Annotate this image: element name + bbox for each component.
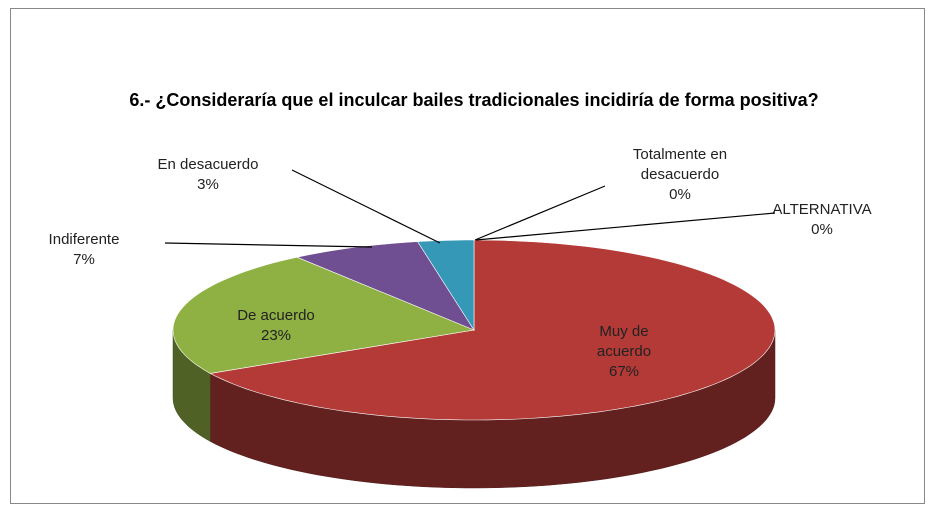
- slice: [417, 239, 475, 332]
- chart-frame: [10, 8, 925, 504]
- data-label: De acuerdo 23%: [237, 306, 315, 346]
- data-label-value: 3%: [197, 176, 219, 193]
- leader-line: [474, 185, 606, 241]
- leader-line: [291, 169, 441, 244]
- data-label: En desacuerdo 3%: [158, 155, 259, 195]
- data-label-name: Muy de acuerdo: [596, 323, 652, 360]
- data-label: Indiferente 7%: [49, 230, 120, 270]
- data-label-name: En desacuerdo: [157, 156, 259, 173]
- chart-title: 6.- ¿Consideraría que el inculcar bailes…: [129, 90, 819, 110]
- data-label-name: ALTERNATIVA: [772, 201, 872, 218]
- leader-line: [475, 212, 776, 241]
- data-label-value: 0%: [811, 221, 833, 238]
- data-label-name: Indiferente: [48, 231, 120, 248]
- data-label-name: Totalmente en desacuerdo: [632, 146, 728, 183]
- data-label-value: 67%: [608, 363, 640, 380]
- data-label-value: 23%: [260, 327, 292, 344]
- data-label-value: 7%: [73, 251, 95, 268]
- data-label-name: De acuerdo: [237, 307, 315, 324]
- leader-line: [164, 242, 373, 248]
- slice: [296, 241, 475, 331]
- data-label: Totalmente en desacuerdo 0%: [605, 145, 755, 205]
- slice: [209, 239, 776, 421]
- data-label: Muy de acuerdo 67%: [579, 322, 669, 382]
- data-label: ALTERNATIVA 0%: [772, 200, 871, 240]
- slice: [172, 256, 476, 374]
- data-label-value: 0%: [669, 186, 691, 203]
